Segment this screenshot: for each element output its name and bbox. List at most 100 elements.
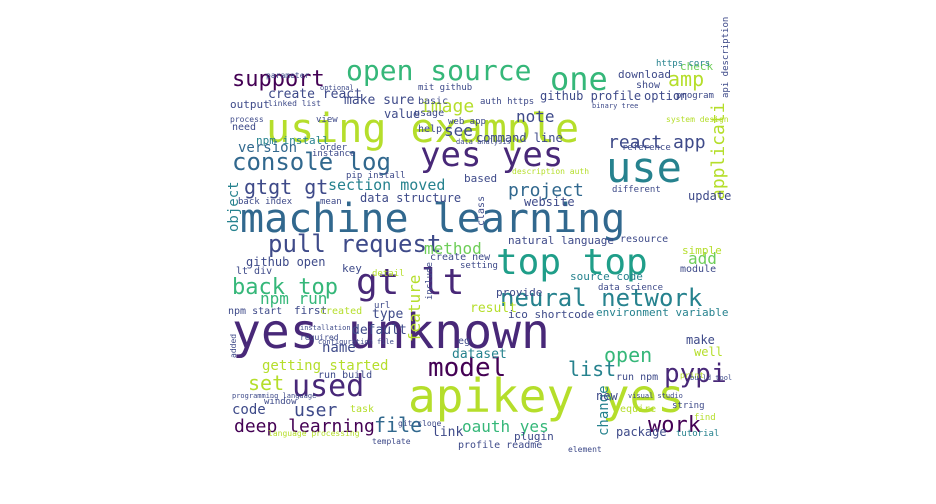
word-version: version bbox=[238, 140, 297, 156]
word-process: process bbox=[230, 115, 264, 124]
word-class: class bbox=[476, 196, 487, 226]
word-auth-https: auth https bbox=[480, 97, 534, 107]
word-basic: basic bbox=[418, 96, 448, 107]
word-visual-studio: visual studio bbox=[628, 392, 683, 400]
word-dataset: dataset bbox=[452, 347, 507, 362]
word-require: require bbox=[614, 404, 656, 415]
word-language-processing: language processing bbox=[268, 429, 360, 438]
word-first: first bbox=[294, 304, 327, 317]
word-npm-install: npm install bbox=[256, 134, 329, 147]
word-back-top: back top bbox=[232, 275, 338, 300]
word-optional: optional bbox=[320, 84, 354, 92]
word-top-top: top top bbox=[496, 242, 648, 283]
word-neural-network: neural network bbox=[500, 284, 703, 312]
word-required: required bbox=[300, 333, 339, 342]
word-ico-shortcode: ico shortcode bbox=[508, 308, 594, 321]
word-object: object bbox=[226, 181, 242, 232]
word-build-tool: build tool bbox=[690, 374, 732, 382]
word-data-science: data science bbox=[598, 283, 663, 293]
word-see: see bbox=[444, 121, 473, 140]
word-getting-started: getting started bbox=[262, 358, 388, 374]
word-well: well bbox=[694, 345, 723, 359]
word-provide: provide bbox=[496, 286, 542, 299]
word-created: created bbox=[320, 306, 362, 317]
word-instance: instance bbox=[312, 149, 355, 159]
word-github-profile: github profile bbox=[540, 89, 641, 103]
word-amp: amp bbox=[668, 67, 704, 91]
word-program: program bbox=[676, 91, 714, 101]
word-reference: reference bbox=[622, 143, 671, 153]
word-yes-yes: yes yes bbox=[420, 135, 563, 175]
word-usage: usage bbox=[414, 108, 444, 119]
word-installation: installation bbox=[300, 324, 351, 332]
word-yes-unknown: yes unknown bbox=[232, 304, 550, 360]
word-data-analysis: data analysis bbox=[456, 138, 511, 146]
word-pypi: pypi bbox=[664, 359, 727, 389]
word-mean: mean bbox=[320, 197, 342, 207]
word-value: value bbox=[384, 107, 420, 121]
word-feature: feature bbox=[405, 275, 424, 342]
word-code: code bbox=[232, 402, 266, 418]
word-https-cors: https cors bbox=[656, 59, 710, 69]
word-name: name bbox=[322, 340, 356, 356]
word-window: window bbox=[264, 397, 297, 407]
word-image: image bbox=[420, 96, 474, 117]
word-project: project bbox=[508, 180, 584, 201]
word-create-new: create new bbox=[430, 252, 491, 263]
word-resource: resource bbox=[620, 234, 668, 245]
word-pip-install: pip install bbox=[346, 171, 406, 181]
word-print: print bbox=[680, 371, 704, 380]
word-binary-tree: binary tree bbox=[592, 102, 638, 110]
word-using-example: using example bbox=[266, 106, 579, 152]
word-web-app: web app bbox=[448, 117, 486, 127]
word-console-log: console log bbox=[232, 148, 391, 176]
word-react-app: react app bbox=[608, 132, 706, 153]
word-include: include bbox=[425, 262, 435, 300]
word-tutorial: tutorial bbox=[676, 429, 719, 439]
word-description-auth: description auth bbox=[512, 167, 589, 176]
word-apikey-yes: apikey yes bbox=[408, 369, 685, 423]
word-npm-start: npm start bbox=[228, 306, 282, 317]
word-list: list bbox=[568, 357, 616, 381]
word-package: package bbox=[616, 425, 667, 439]
word-check: check bbox=[680, 60, 713, 73]
word-update: update bbox=[688, 189, 731, 203]
word-section-moved: section moved bbox=[328, 176, 445, 194]
word-website: website bbox=[524, 195, 575, 209]
word-help: help bbox=[418, 124, 442, 135]
word-work: work bbox=[648, 413, 701, 438]
word-task: task bbox=[350, 404, 374, 415]
word-natural-language: natural language bbox=[508, 234, 614, 247]
word-lt-div: lt div bbox=[236, 266, 272, 277]
word-result: result bbox=[470, 301, 517, 316]
word-make: make bbox=[686, 333, 715, 347]
word-make-sure: make sure bbox=[344, 93, 415, 108]
word-template: template bbox=[372, 437, 411, 446]
word-command-line: command line bbox=[476, 131, 563, 145]
word-gt-lt: gt lt bbox=[356, 262, 464, 303]
word-machine-learning: machine learning bbox=[240, 196, 625, 242]
word-module: module bbox=[680, 264, 716, 275]
word-option: option bbox=[644, 89, 687, 103]
word-download: download bbox=[618, 68, 671, 81]
word-find: find bbox=[694, 413, 716, 423]
word-one: one bbox=[550, 60, 608, 98]
word-url: url bbox=[374, 301, 390, 311]
word-key: key bbox=[342, 262, 362, 275]
word-gtgt-gt: gtgt gt bbox=[244, 175, 328, 199]
word-setting: setting bbox=[460, 261, 498, 271]
word-git-clone: git clone bbox=[398, 419, 442, 428]
word-note: note bbox=[516, 107, 555, 126]
word-element: element bbox=[568, 445, 602, 454]
word-mit-github: mit github bbox=[418, 83, 472, 93]
word-cloud-words: yes unknown apikey yes machine learning usi… bbox=[226, 17, 732, 454]
word-link: link bbox=[432, 425, 463, 440]
word-applicati: applicati bbox=[708, 102, 729, 200]
word-order: order bbox=[320, 143, 348, 153]
word-detail: detail bbox=[372, 269, 405, 279]
word-plugin: plugin bbox=[514, 430, 554, 443]
word-simple: simple bbox=[682, 244, 722, 257]
word-eg: eg bbox=[458, 336, 470, 347]
